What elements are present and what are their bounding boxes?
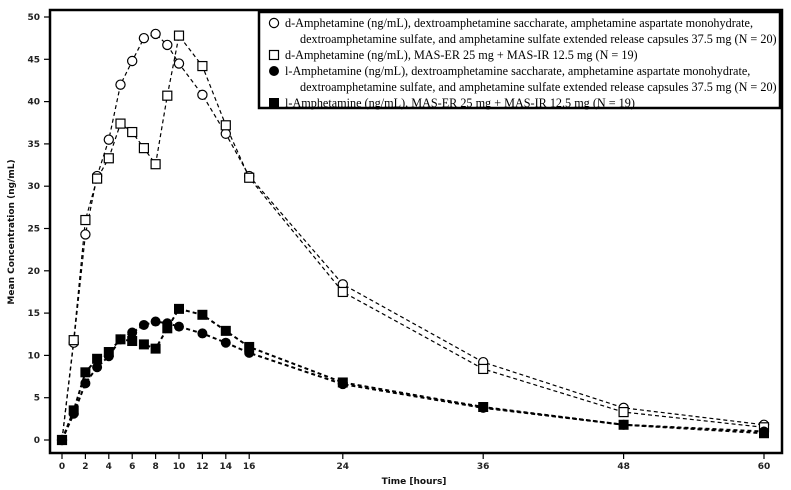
y-tick-label: 35 (27, 140, 40, 150)
legend-box (257, 10, 782, 110)
y-tick-label: 45 (27, 55, 40, 65)
data-point (759, 428, 769, 439)
data-point (478, 402, 489, 413)
x-tick-label: 6 (129, 462, 135, 472)
x-tick-label: 0 (59, 462, 65, 472)
data-point (150, 159, 161, 170)
data-point (103, 134, 115, 145)
data-point (138, 143, 149, 154)
data-point (91, 173, 103, 184)
data-point (150, 28, 161, 40)
data-point (162, 39, 173, 51)
data-point (127, 336, 138, 347)
data-point (80, 229, 91, 240)
x-axis: 0 2 4 6 8 10 12 14 16 24 36 48 60 (59, 453, 770, 472)
data-point (197, 309, 208, 320)
legend-marker-l-amphetamine-mas (269, 98, 279, 108)
data-point (197, 328, 208, 339)
data-point (80, 378, 91, 389)
y-tick-label: 20 (27, 267, 40, 277)
data-point (220, 325, 231, 336)
series-line-d-amphetamine-er-capsules (61, 33, 765, 441)
data-point (150, 316, 161, 327)
data-point (68, 335, 79, 346)
data-point (220, 120, 231, 131)
legend: d-Amphetamine (ng/mL), dextroamphetamine… (257, 10, 782, 110)
data-point (244, 341, 255, 352)
data-point (126, 55, 138, 67)
legend-label: l-Amphetamine (ng/mL), dextroamphetamine… (285, 64, 750, 78)
series-markers-l-amphetamine-mas (57, 303, 769, 445)
data-point (103, 347, 114, 358)
y-axis: 0 5 10 15 20 25 30 35 40 45 50 (27, 13, 50, 446)
data-point (174, 321, 184, 332)
x-tick-label: 60 (758, 462, 771, 472)
data-point (337, 377, 348, 388)
data-point (115, 79, 126, 90)
data-point (138, 339, 149, 350)
x-tick-label: 16 (243, 462, 256, 472)
data-point (220, 337, 231, 348)
data-point (197, 89, 208, 101)
y-tick-label: 5 (34, 394, 40, 404)
data-point (173, 30, 185, 41)
data-point (115, 334, 126, 345)
x-tick-label: 8 (152, 462, 158, 472)
data-point (478, 363, 489, 375)
y-axis-title: Mean Concentration (ng/mL) (7, 159, 17, 304)
y-tick-label: 25 (27, 225, 40, 235)
legend-label: d-Amphetamine (ng/mL), dextroamphetamine… (285, 16, 753, 30)
legend-marker-l-amphetamine-er-capsules (269, 66, 279, 76)
data-point (618, 419, 629, 430)
x-tick-label: 24 (337, 462, 350, 472)
x-tick-label: 36 (477, 462, 490, 472)
legend-marker-d-amphetamine-mas (268, 49, 280, 61)
data-point (244, 172, 255, 183)
data-point (80, 214, 91, 226)
data-point (92, 362, 103, 373)
series-line-d-amphetamine-mas (61, 34, 765, 441)
x-tick-label: 14 (220, 462, 233, 472)
legend-label: dextroamphetamine sulfate, and amphetami… (300, 80, 777, 94)
x-axis-title: Time [hours] (382, 477, 447, 487)
data-point (138, 319, 149, 330)
data-point (162, 323, 173, 334)
x-tick-label: 48 (617, 462, 630, 472)
y-tick-label: 30 (27, 182, 40, 192)
data-point (92, 353, 103, 364)
x-tick-label: 12 (196, 462, 209, 472)
legend-label: d-Amphetamine (ng/mL), MAS-ER 25 mg + MA… (285, 48, 638, 62)
data-point (197, 60, 208, 72)
legend-marker-d-amphetamine-er-capsules (268, 17, 280, 29)
legend-label: l-Amphetamine (ng/mL), MAS-ER 25 mg + MA… (285, 96, 635, 110)
x-tick-label: 2 (82, 462, 88, 472)
data-point (174, 303, 184, 314)
legend-label: dextroamphetamine sulfate, and amphetami… (300, 32, 777, 46)
data-point (618, 406, 629, 418)
y-tick-label: 15 (27, 309, 40, 319)
data-point (103, 153, 114, 164)
data-point (337, 286, 348, 298)
series-layer (56, 28, 770, 446)
data-point (220, 128, 231, 139)
data-point (162, 90, 173, 101)
data-point (127, 327, 138, 338)
data-point (173, 58, 185, 69)
data-point (57, 435, 67, 445)
x-tick-label: 4 (106, 462, 112, 472)
y-tick-label: 50 (27, 13, 40, 23)
y-tick-label: 0 (34, 436, 40, 446)
y-tick-label: 40 (27, 98, 40, 108)
data-point (115, 118, 126, 129)
y-tick-label: 10 (27, 351, 40, 361)
plot-frame (48, 8, 784, 455)
x-tick-label: 10 (173, 462, 186, 472)
data-point (80, 367, 91, 378)
data-point (68, 405, 79, 416)
data-point (127, 126, 138, 138)
data-point (150, 343, 161, 354)
series-line-l-amphetamine-er-capsules (61, 320, 765, 441)
data-point (138, 32, 150, 44)
